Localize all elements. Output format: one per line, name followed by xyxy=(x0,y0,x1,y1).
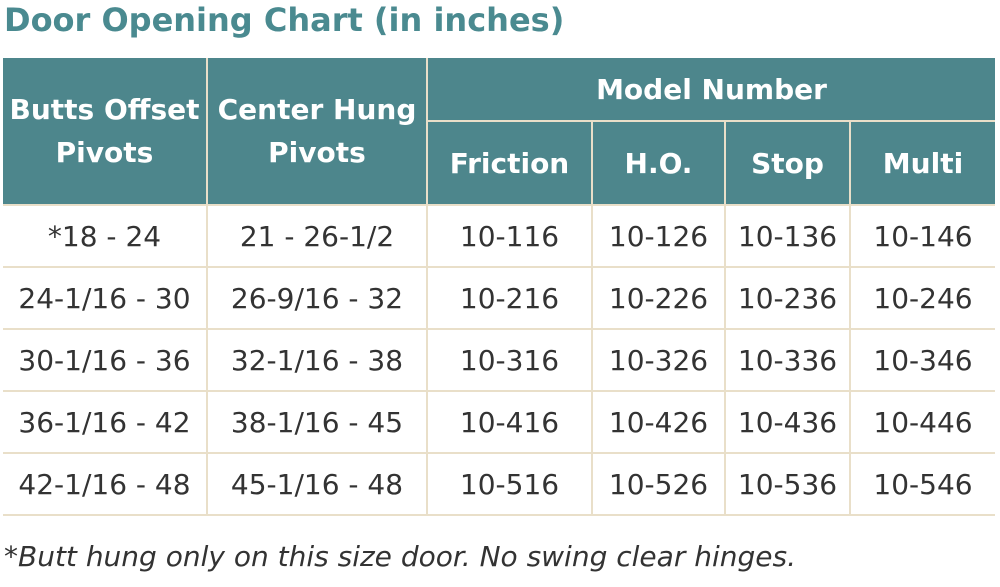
cell-center-hung: 45-1/16 - 48 xyxy=(206,452,428,516)
table-row: 36-1/16 - 42 38-1/16 - 45 10-416 10-426 … xyxy=(3,390,995,454)
cell-ho: 10-226 xyxy=(591,266,726,330)
cell-ho: 10-526 xyxy=(591,452,726,516)
header-butts-offset-pivots: Butts Offset Pivots xyxy=(3,58,208,206)
header-label: Center Hung Pivots xyxy=(217,93,417,169)
header-stop: Stop xyxy=(724,120,851,206)
cell-stop: 10-236 xyxy=(724,266,851,330)
table-row: *18 - 24 21 - 26-1/2 10-116 10-126 10-13… xyxy=(3,204,995,268)
cell-multi: 10-346 xyxy=(849,328,995,392)
cell-friction: 10-316 xyxy=(426,328,593,392)
cell-ho: 10-426 xyxy=(591,390,726,454)
cell-butts-offset: 42-1/16 - 48 xyxy=(3,452,208,516)
cell-stop: 10-136 xyxy=(724,204,851,268)
header-label: Model Number xyxy=(596,72,827,106)
table-row: 42-1/16 - 48 45-1/16 - 48 10-516 10-526 … xyxy=(3,452,995,516)
header-center-hung-pivots: Center Hung Pivots xyxy=(206,58,428,206)
footnote: *Butt hung only on this size door. No sw… xyxy=(4,540,796,573)
header-friction: Friction xyxy=(427,120,593,206)
cell-ho: 10-326 xyxy=(591,328,726,392)
cell-center-hung: 21 - 26-1/2 xyxy=(206,204,428,268)
header-multi: Multi xyxy=(849,120,995,206)
cell-butts-offset: 36-1/16 - 42 xyxy=(3,390,208,454)
chart-title: Door Opening Chart (in inches) xyxy=(4,1,565,39)
cell-multi: 10-246 xyxy=(849,266,995,330)
door-opening-table: Butts Offset Pivots Center Hung Pivots M… xyxy=(3,58,995,516)
cell-butts-offset: *18 - 24 xyxy=(3,204,208,268)
header-ho: H.O. xyxy=(591,120,726,206)
cell-multi: 10-146 xyxy=(849,204,995,268)
cell-friction: 10-216 xyxy=(426,266,593,330)
table-row: 30-1/16 - 36 32-1/16 - 38 10-316 10-326 … xyxy=(3,328,995,392)
header-label: Friction xyxy=(449,146,570,180)
cell-friction: 10-116 xyxy=(426,204,593,268)
cell-multi: 10-546 xyxy=(849,452,995,516)
header-label: Butts Offset Pivots xyxy=(9,93,200,169)
cell-friction: 10-516 xyxy=(426,452,593,516)
cell-center-hung: 26-9/16 - 32 xyxy=(206,266,428,330)
table-row: 24-1/16 - 30 26-9/16 - 32 10-216 10-226 … xyxy=(3,266,995,330)
cell-stop: 10-336 xyxy=(724,328,851,392)
cell-friction: 10-416 xyxy=(426,390,593,454)
cell-stop: 10-536 xyxy=(724,452,851,516)
header-label: Multi xyxy=(882,146,964,180)
cell-multi: 10-446 xyxy=(849,390,995,454)
cell-center-hung: 38-1/16 - 45 xyxy=(206,390,428,454)
cell-ho: 10-126 xyxy=(591,204,726,268)
cell-stop: 10-436 xyxy=(724,390,851,454)
cell-butts-offset: 24-1/16 - 30 xyxy=(3,266,208,330)
header-label: Stop xyxy=(751,146,824,180)
header-model-number: Model Number xyxy=(426,58,995,122)
header-label: H.O. xyxy=(624,146,693,180)
cell-butts-offset: 30-1/16 - 36 xyxy=(3,328,208,392)
cell-center-hung: 32-1/16 - 38 xyxy=(206,328,428,392)
